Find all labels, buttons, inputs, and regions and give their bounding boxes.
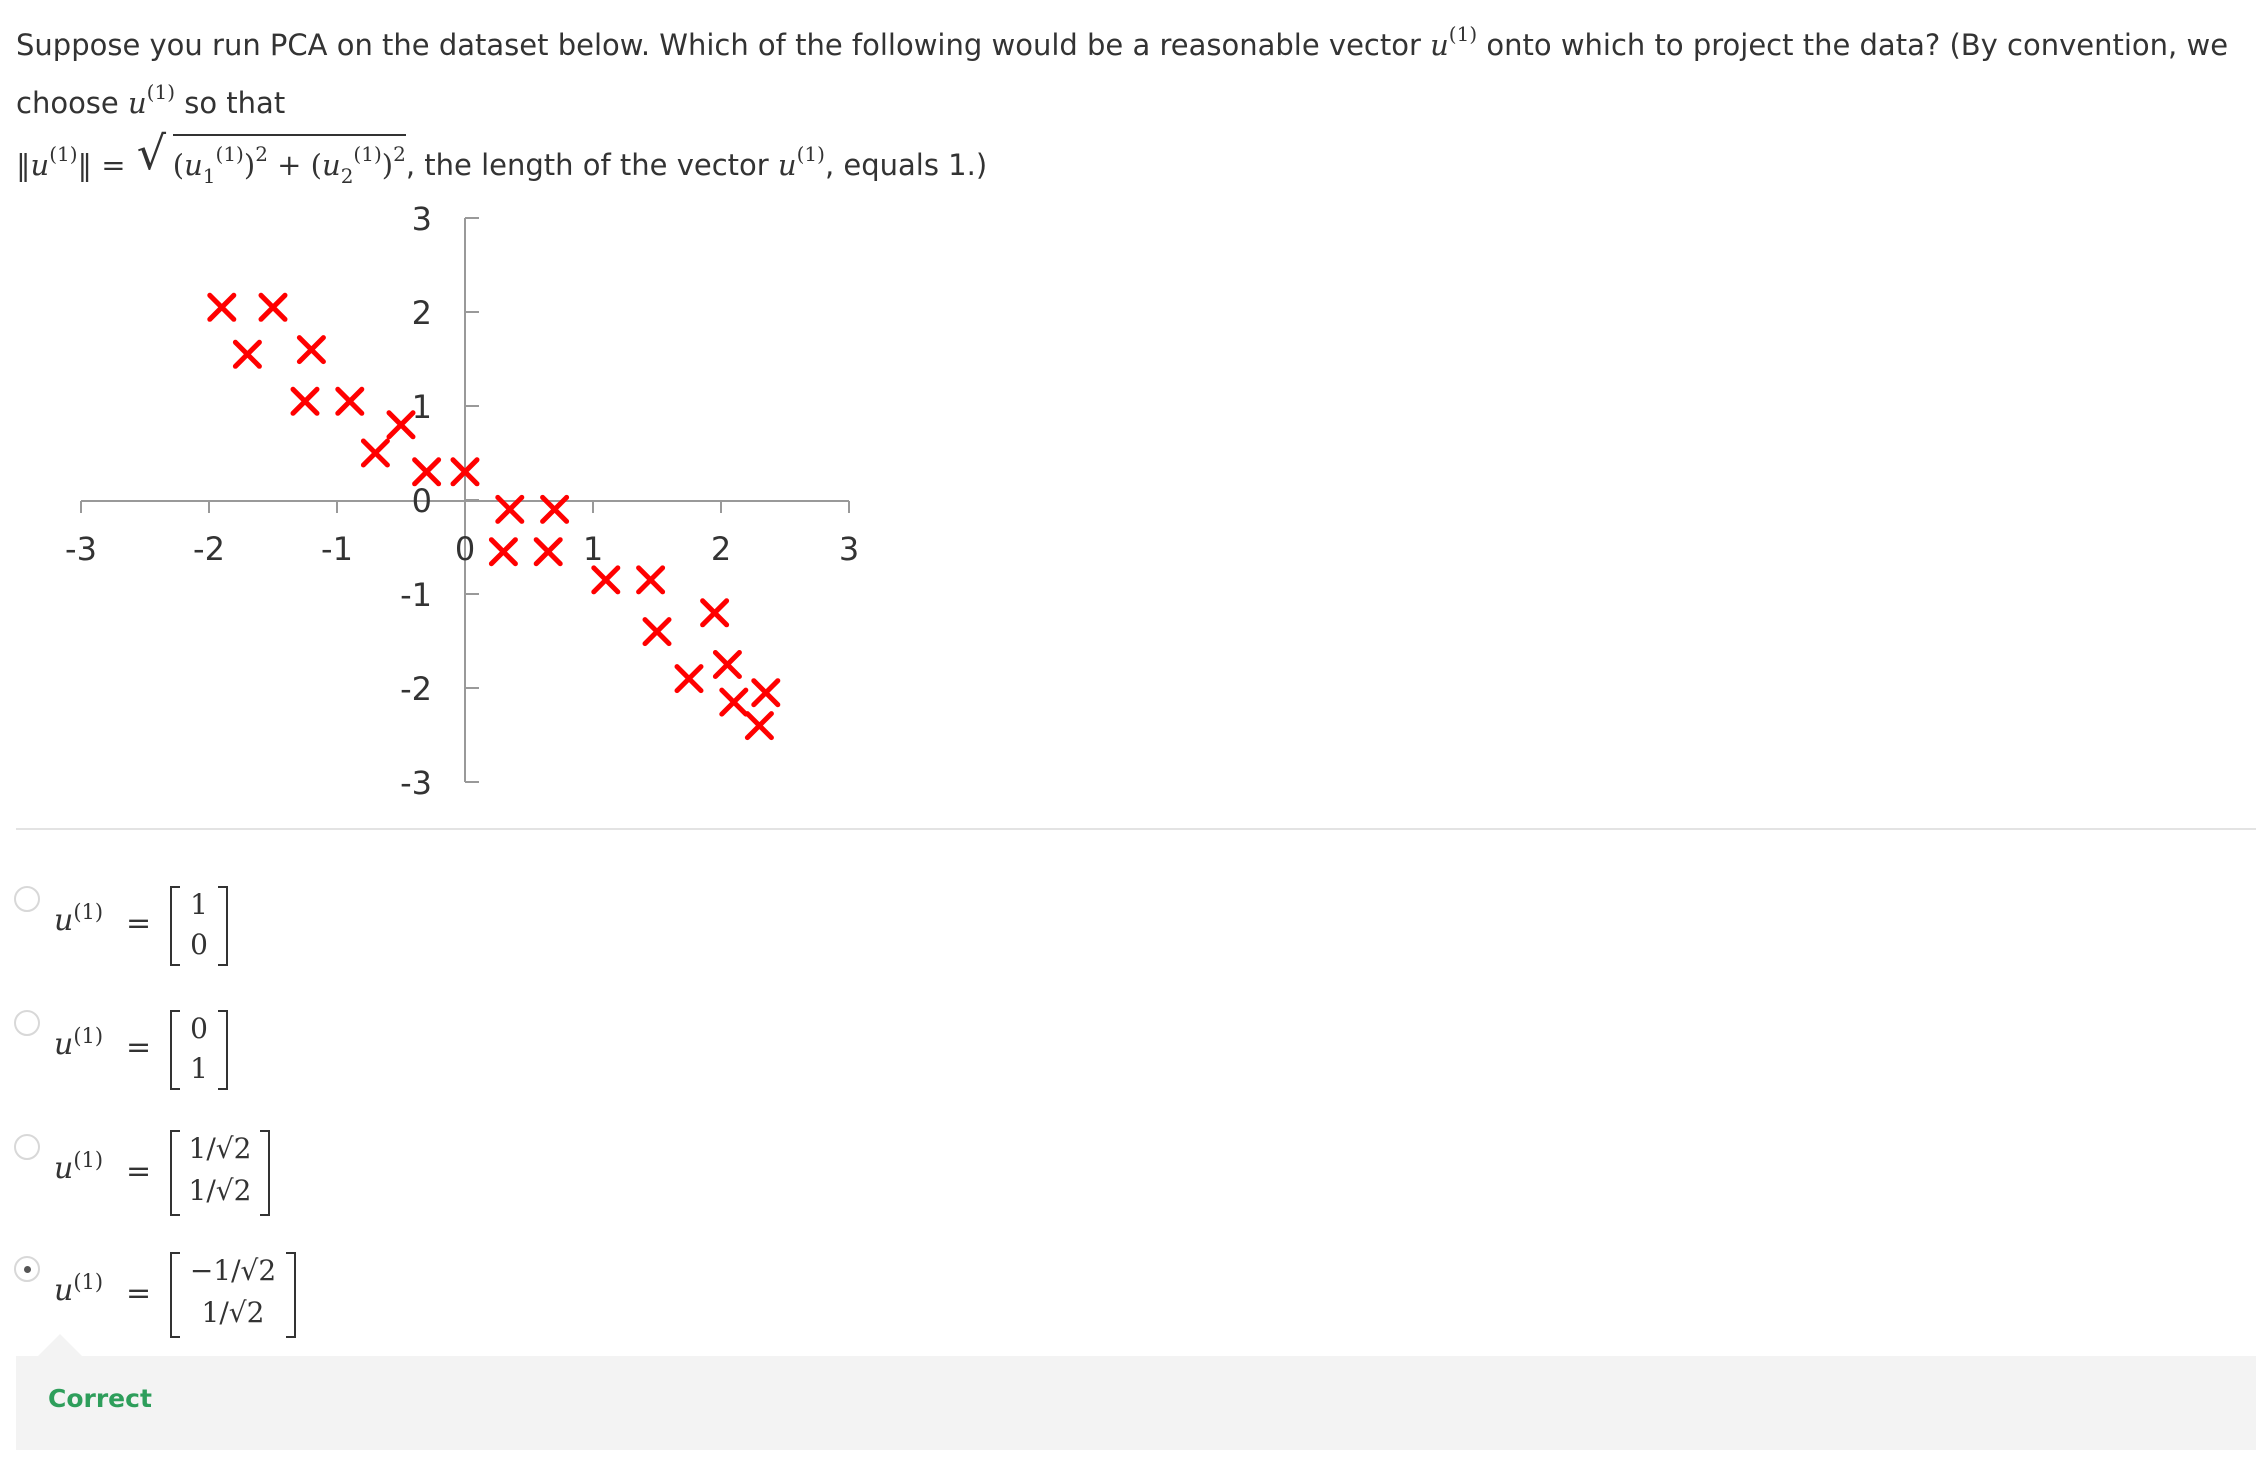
option-1[interactable]: u(1) = 1 0: [14, 886, 614, 1006]
vector-superscript: (1): [1448, 22, 1478, 46]
data-point-marker: [360, 438, 390, 468]
data-point-marker: [642, 617, 672, 647]
radio-button[interactable]: [14, 886, 40, 912]
option-lhs: u(1): [54, 1024, 104, 1062]
data-point-marker: [488, 537, 518, 567]
option-4[interactable]: u(1) = −1/√2 1/√2: [14, 1252, 614, 1376]
matrix-bottom: 0: [190, 928, 208, 961]
option-lhs: u(1): [54, 900, 104, 938]
feedback-panel: Correct: [16, 1334, 2256, 1450]
data-point-marker: [719, 687, 749, 717]
option-matrix: 0 1: [170, 1010, 228, 1090]
equals-sign: =: [126, 1154, 152, 1189]
data-point-marker: [700, 598, 730, 628]
question-text: Suppose you run PCA on the dataset below…: [16, 18, 2256, 196]
data-point-marker: [386, 410, 416, 440]
subscript: 1: [202, 164, 216, 188]
y-tick-label: -3: [400, 764, 432, 800]
matrix-bottom: 1/√2: [201, 1296, 265, 1329]
y-tick-label: 1: [412, 388, 432, 426]
vector-symbol: u: [777, 148, 797, 182]
option-matrix: 1/√2 1/√2: [170, 1130, 270, 1216]
divider: [16, 828, 2256, 830]
question-line-2: ‖u(1)‖ = √ (u1(1))2 + (u2(1))2, the lengt…: [16, 126, 2256, 196]
equals-sign: =: [126, 1030, 152, 1065]
x-tick-label: -1: [321, 530, 353, 568]
data-point-marker: [232, 339, 262, 369]
data-point-marker: [533, 537, 563, 567]
vector-symbol: u: [30, 148, 50, 182]
matrix-top: 0: [190, 1012, 208, 1045]
matrix-top: 1: [190, 888, 208, 921]
option-matrix: 1 0: [170, 886, 228, 966]
x-tick-label: 3: [839, 530, 859, 568]
x-tick-label: 0: [455, 530, 475, 568]
option-2[interactable]: u(1) = 0 1: [14, 1010, 614, 1130]
question-text-part: Suppose you run PCA on the dataset below…: [16, 28, 1431, 62]
question-text-part: , the length of the vector: [405, 148, 778, 182]
matrix-bottom: 1/√2: [188, 1174, 252, 1207]
option-matrix: −1/√2 1/√2: [170, 1252, 296, 1338]
x-tick-label: 1: [583, 530, 603, 568]
vector-symbol: u: [1430, 28, 1449, 62]
vector-symbol: u: [127, 86, 147, 120]
question-text-part: , equals 1.): [824, 148, 988, 182]
data-point-marker: [412, 457, 442, 487]
y-tick-label: -2: [400, 670, 432, 708]
power: 2: [255, 142, 268, 166]
square-root: √ (u1(1))2 + (u2(1))2: [135, 126, 406, 196]
radio-button[interactable]: [14, 1134, 40, 1160]
data-point-marker: [258, 292, 288, 322]
data-point-marker: [290, 386, 320, 416]
matrix-top: 1/√2: [188, 1132, 252, 1165]
matrix-bottom: 1: [190, 1052, 208, 1085]
subscript: 2: [340, 164, 354, 188]
data-point-marker: [744, 711, 774, 741]
x-tick-label: 2: [711, 530, 731, 568]
y-tick-label: 2: [412, 294, 432, 332]
data-point-marker: [712, 650, 742, 679]
vector-superscript: (1): [146, 80, 176, 104]
y-tick-label: 0: [412, 482, 432, 520]
vector-symbol: u: [184, 148, 203, 182]
matrix-top: −1/√2: [189, 1254, 277, 1287]
vector-superscript: (1): [49, 142, 78, 166]
equals-sign: =: [126, 1276, 152, 1311]
x-tick-label: -2: [193, 530, 225, 568]
data-point-marker: [335, 386, 365, 416]
feedback-correct-label: Correct: [48, 1384, 152, 1413]
y-tick-label: -1: [400, 576, 432, 614]
option-lhs: u(1): [54, 1270, 104, 1308]
data-point-marker: [495, 494, 525, 524]
vector-symbol: u: [322, 148, 341, 182]
radio-button-selected[interactable]: [14, 1256, 40, 1282]
data-point-marker: [540, 494, 570, 524]
question-line-1: Suppose you run PCA on the dataset below…: [16, 18, 2256, 134]
option-3[interactable]: u(1) = 1/√2 1/√2: [14, 1130, 614, 1254]
vector-superscript: (1): [215, 142, 244, 166]
data-point-marker: [450, 457, 480, 487]
equals-sign: =: [126, 906, 152, 941]
y-tick-label: 3: [412, 200, 432, 238]
vector-superscript: (1): [353, 142, 382, 166]
data-point-marker: [591, 565, 621, 595]
data-point-marker: [751, 678, 781, 708]
radio-button[interactable]: [14, 1010, 40, 1036]
power: 2: [393, 142, 406, 166]
option-lhs: u(1): [54, 1148, 104, 1186]
scatter-plot: -3 -2 -1 0 1 2 3 3 2 1 0 -1 -2 -3: [65, 200, 859, 800]
question-text-part: so that: [175, 86, 286, 120]
vector-superscript: (1): [796, 142, 825, 166]
feedback-pointer: [38, 1334, 82, 1356]
data-point-marker: [636, 565, 666, 595]
question-text-part: onto which to project the data? (By conv…: [16, 28, 2229, 120]
data-point-marker: [296, 335, 326, 365]
x-tick-label: -3: [65, 530, 97, 568]
data-point-marker: [674, 664, 704, 694]
data-point-marker: [207, 292, 237, 322]
